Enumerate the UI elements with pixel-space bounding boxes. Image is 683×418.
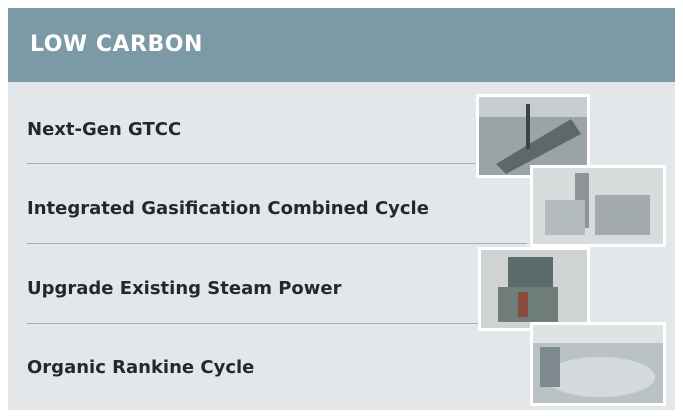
header: LOW CARBON — [8, 8, 675, 82]
divider — [27, 163, 527, 164]
divider — [27, 323, 527, 324]
item-image — [478, 247, 590, 331]
item-image — [530, 165, 666, 247]
item-label[interactable]: Upgrade Existing Steam Power — [27, 278, 342, 299]
item-label[interactable]: Organic Rankine Cycle — [27, 357, 254, 378]
item-label[interactable]: Next-Gen GTCC — [27, 119, 181, 140]
header-title: LOW CARBON — [30, 32, 203, 57]
panel: LOW CARBON Next-Gen GTCC Integrated Gasi… — [8, 8, 675, 410]
divider — [27, 243, 527, 244]
item-image — [530, 322, 666, 406]
item-label[interactable]: Integrated Gasification Combined Cycle — [27, 198, 429, 219]
